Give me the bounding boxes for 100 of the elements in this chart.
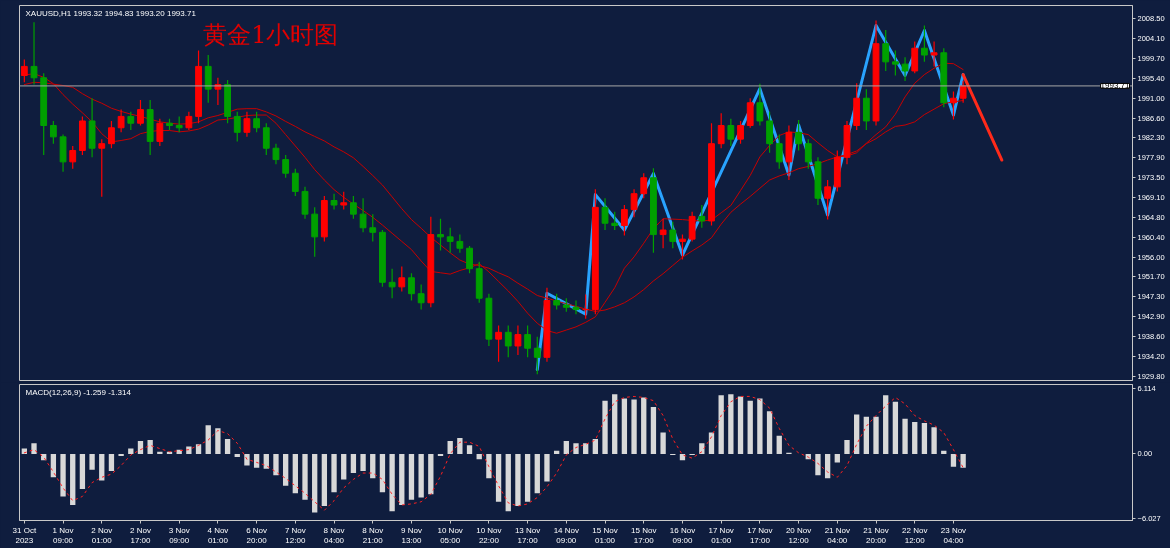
bar <box>883 395 889 454</box>
candlestick <box>388 268 396 299</box>
candlestick <box>727 118 735 147</box>
bar <box>534 453 540 494</box>
candlestick <box>620 204 628 237</box>
bar <box>747 400 753 454</box>
bar <box>60 453 66 497</box>
candlestick <box>204 54 212 104</box>
candlestick <box>775 133 783 170</box>
candlestick <box>737 120 744 145</box>
bar <box>844 440 850 454</box>
x-tick-label: 2 Nov 17:00 <box>130 525 152 546</box>
x-tick-label: 15 Nov 01:00 <box>592 525 618 546</box>
bar <box>641 397 647 454</box>
bar <box>224 438 231 454</box>
line-series <box>23 395 964 511</box>
bar <box>892 401 899 454</box>
candlestick <box>272 143 280 165</box>
bar <box>31 443 37 454</box>
x-tick-label: 7 Nov 12:00 <box>284 525 306 546</box>
candlestick <box>282 154 290 179</box>
bar <box>612 394 618 454</box>
bar <box>563 441 569 454</box>
candlestick <box>137 99 144 127</box>
candlestick <box>253 111 261 133</box>
candlestick <box>466 245 473 274</box>
bar <box>205 425 211 454</box>
x-tick-label: 1 Nov 09:00 <box>52 525 74 546</box>
candlestick <box>611 211 619 231</box>
candlestick <box>930 40 938 68</box>
x-tick-label: 6 Nov 20:00 <box>246 525 268 546</box>
candlestick <box>804 138 812 170</box>
candlestick <box>659 218 667 249</box>
candlestick <box>514 324 522 356</box>
bar <box>728 394 734 454</box>
candlestick <box>350 195 357 220</box>
candlestick <box>98 138 106 198</box>
candlestick <box>301 186 309 220</box>
bar <box>331 453 337 493</box>
candlestick <box>688 211 696 243</box>
x-tick-label: 31 Oct 2023 <box>12 525 37 546</box>
x-tick-label: 8 Nov 04:00 <box>323 525 345 546</box>
candlestick <box>921 24 928 63</box>
candlestick <box>746 97 754 129</box>
bar <box>495 453 502 502</box>
bar <box>573 443 579 454</box>
candlestick <box>601 197 609 231</box>
x-tick-label: 22 Nov 12:00 <box>902 525 928 546</box>
candlestick <box>30 21 38 86</box>
candlestick <box>456 233 464 254</box>
bar <box>931 427 937 454</box>
bar <box>341 453 347 480</box>
bar <box>263 453 269 469</box>
bar <box>137 441 144 454</box>
candlestick <box>862 88 870 131</box>
bar <box>776 435 782 454</box>
bar <box>350 453 357 474</box>
candlestick <box>669 221 677 249</box>
bar <box>215 428 221 454</box>
x-tick-label: 10 Nov 05:00 <box>437 525 463 546</box>
x-tick-label: 3 Nov 09:00 <box>168 525 190 546</box>
bar <box>815 453 821 476</box>
candlestick <box>950 90 957 121</box>
x-tick-label: 16 Nov 09:00 <box>669 525 696 546</box>
x-tick-label: 21 Nov 04:00 <box>824 525 850 546</box>
annotation: 黄金1小时图 <box>203 20 339 49</box>
bar <box>505 453 511 512</box>
candlestick <box>959 80 967 104</box>
bar <box>486 453 492 479</box>
chart-title: XAUUSD,H1 1993.32 1994.83 1993.20 1993.71 <box>25 8 197 18</box>
bar <box>737 396 744 454</box>
candlestick <box>630 188 638 218</box>
x-tick-label: 2 Nov 01:00 <box>91 525 113 546</box>
candlestick <box>437 218 444 252</box>
bar <box>312 453 318 513</box>
bar <box>89 453 95 470</box>
candlestick <box>766 111 773 154</box>
bar <box>515 453 521 507</box>
candlestick <box>117 108 125 133</box>
candlestick <box>233 111 241 143</box>
bar <box>466 445 473 454</box>
candlestick <box>756 83 764 127</box>
bar <box>70 453 76 505</box>
candlestick <box>330 193 338 211</box>
candlestick <box>108 120 115 149</box>
bar <box>399 453 405 505</box>
bar <box>273 453 279 476</box>
bar <box>602 400 608 454</box>
bar <box>321 453 328 507</box>
candlestick <box>572 299 580 315</box>
bar <box>912 421 918 454</box>
bar <box>524 453 531 502</box>
bar <box>79 453 86 489</box>
ref-line-label: 1993.71 <box>1100 81 1131 91</box>
x-tick-label: 9 Nov 13:00 <box>401 525 423 546</box>
candlestick <box>882 29 890 72</box>
bar <box>960 453 966 468</box>
candlestick <box>446 227 454 254</box>
candlestick <box>369 213 377 243</box>
bar <box>631 399 637 454</box>
